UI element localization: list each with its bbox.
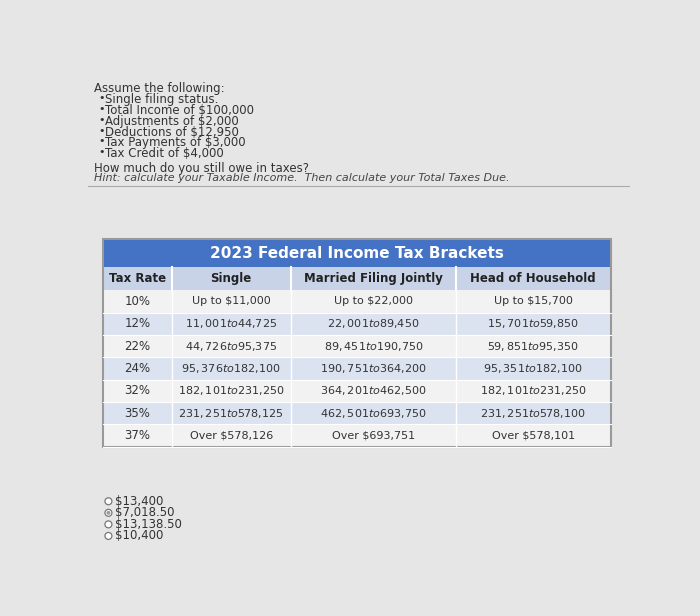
Text: $59,851 to $95,350: $59,851 to $95,350 [487,339,579,352]
Text: 22%: 22% [124,339,150,352]
Bar [103,402,172,424]
Text: Head of Household: Head of Household [470,272,596,285]
Text: $462,501 to $693,750: $462,501 to $693,750 [320,407,426,419]
Bar [456,357,610,379]
Bar [103,357,172,379]
Bar [456,379,610,402]
Text: Married Filing Jointly: Married Filing Jointly [304,272,442,285]
Bar [172,379,290,402]
Text: •: • [98,147,105,157]
Text: $15,701 to $59,850: $15,701 to $59,850 [487,317,579,330]
Text: Up to $22,000: Up to $22,000 [334,296,413,306]
Text: 12%: 12% [124,317,150,330]
Bar [290,424,456,447]
Text: $13,400: $13,400 [115,495,163,508]
Bar [172,267,290,290]
Bar [456,290,610,312]
Text: •: • [98,93,105,103]
Bar [172,335,290,357]
Bar [103,240,610,267]
Text: $95,351 to $182,100: $95,351 to $182,100 [484,362,583,375]
Text: •: • [98,126,105,136]
Circle shape [105,532,112,540]
Text: How much do you still owe in taxes?: How much do you still owe in taxes? [94,163,309,176]
Text: $190,751 to $364,200: $190,751 to $364,200 [320,362,426,375]
Text: •: • [98,104,105,114]
Text: Up to $11,000: Up to $11,000 [192,296,271,306]
Bar [172,402,290,424]
Text: Over $578,126: Over $578,126 [190,431,273,440]
Bar [103,424,172,447]
Text: $95,376 to $182,100: $95,376 to $182,100 [181,362,281,375]
Text: $231,251 to $578,125: $231,251 to $578,125 [178,407,284,419]
Text: $231,251 to $578,100: $231,251 to $578,100 [480,407,586,419]
Text: $364,201 to $462,500: $364,201 to $462,500 [320,384,426,397]
Text: 24%: 24% [124,362,150,375]
Text: Deductions of $12,950: Deductions of $12,950 [104,126,239,139]
Text: •: • [98,136,105,146]
Circle shape [106,511,111,515]
Text: $13,138.50: $13,138.50 [115,518,181,531]
Text: $10,400: $10,400 [115,529,163,543]
Bar [103,290,172,312]
Bar [172,312,290,335]
Text: •: • [98,115,105,124]
Bar [290,379,456,402]
Bar [172,424,290,447]
Text: Hint: calculate your Taxable Income.  Then calculate your Total Taxes Due.: Hint: calculate your Taxable Income. The… [94,173,509,183]
Bar [290,402,456,424]
Text: $11,001 to $44,725: $11,001 to $44,725 [185,317,277,330]
Text: Tax Payments of $3,000: Tax Payments of $3,000 [104,136,245,149]
Bar [290,312,456,335]
Bar [290,357,456,379]
Text: $182,101 to $231,250: $182,101 to $231,250 [178,384,284,397]
Text: Total Income of $100,000: Total Income of $100,000 [104,104,253,117]
Circle shape [105,521,112,528]
Bar [290,335,456,357]
Text: Over $578,101: Over $578,101 [491,431,575,440]
Text: Adjustments of $2,000: Adjustments of $2,000 [104,115,238,128]
Bar [172,290,290,312]
Text: Over $693,751: Over $693,751 [332,431,415,440]
Text: 10%: 10% [125,295,150,308]
Text: $182,101 to $231,250: $182,101 to $231,250 [480,384,587,397]
Bar [103,312,172,335]
Text: Single filing status.: Single filing status. [104,93,218,106]
Text: 35%: 35% [125,407,150,419]
Bar [456,424,610,447]
Text: Up to $15,700: Up to $15,700 [494,296,573,306]
Circle shape [105,509,112,516]
Bar [103,335,172,357]
Bar [456,267,610,290]
Bar [456,402,610,424]
Text: Tax Credit of $4,000: Tax Credit of $4,000 [104,147,223,160]
Text: $7,018.50: $7,018.50 [115,506,174,519]
Text: 2023 Federal Income Tax Brackets: 2023 Federal Income Tax Brackets [210,246,504,261]
Bar [290,290,456,312]
Bar [103,240,610,447]
Bar [172,357,290,379]
Bar [456,335,610,357]
Text: $22,001 to $89,450: $22,001 to $89,450 [327,317,419,330]
Text: Single: Single [211,272,252,285]
Bar [103,267,172,290]
Text: $44,726 to $95,375: $44,726 to $95,375 [185,339,277,352]
Text: 37%: 37% [125,429,150,442]
Text: Assume the following:: Assume the following: [94,81,224,95]
Text: $89,451 to $190,750: $89,451 to $190,750 [323,339,423,352]
Bar [290,267,456,290]
Bar [103,379,172,402]
Text: 32%: 32% [125,384,150,397]
Bar [456,312,610,335]
Text: Tax Rate: Tax Rate [108,272,166,285]
Circle shape [105,498,112,505]
